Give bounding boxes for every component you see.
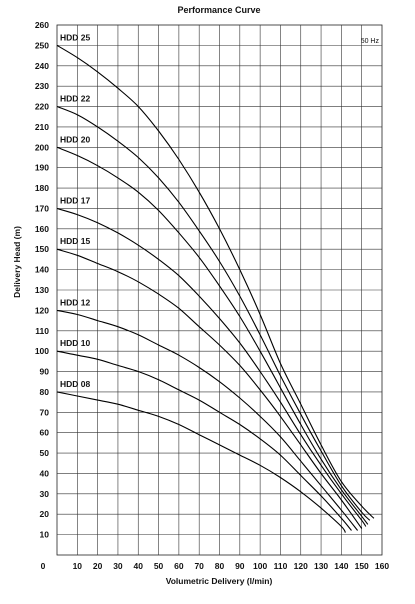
x-tick-label: 160 <box>375 561 389 571</box>
y-tick-label: 210 <box>35 122 49 132</box>
y-tick-label: 10 <box>40 530 50 540</box>
y-tick-label: 20 <box>40 509 50 519</box>
curve-hdd-17 <box>56 207 367 527</box>
curve-label: HDD 12 <box>60 297 91 307</box>
curve-label: HDD 08 <box>60 379 91 389</box>
y-tick-label: 250 <box>35 40 49 50</box>
x-tick-label: 140 <box>334 561 348 571</box>
x-tick-label: 100 <box>253 561 267 571</box>
curve-labels: HDD 25 HDD 22 HDD 20 HDD 17 HDD 15 HDD 12 HDD … <box>60 32 91 389</box>
y-tick-label: 220 <box>35 102 49 112</box>
y-tick-label: 200 <box>35 142 49 152</box>
x-origin-label: 0 <box>41 561 46 571</box>
curve-hdd-12 <box>56 309 359 531</box>
x-tick-label: 110 <box>274 561 288 571</box>
x-tick-label: 120 <box>294 561 308 571</box>
y-tick-label: 240 <box>35 61 49 71</box>
y-tick-label: 170 <box>35 203 49 213</box>
y-tick-label: 180 <box>35 183 49 193</box>
y-tick-label: 160 <box>35 224 49 234</box>
y-tick-label: 260 <box>35 20 49 30</box>
y-tick-label: 40 <box>40 468 50 478</box>
y-axis-title: Delivery Head (m) <box>12 226 22 298</box>
y-tick-label: 70 <box>40 407 50 417</box>
x-tick-label: 40 <box>134 561 144 571</box>
grid-lines <box>57 25 382 555</box>
x-tick-label: 150 <box>355 561 369 571</box>
y-tick-label: 80 <box>40 387 50 397</box>
y-tick-label: 100 <box>35 346 49 356</box>
chart-title: Performance Curve <box>177 5 260 15</box>
y-tick-label: 140 <box>35 265 49 275</box>
curve-hdd-10 <box>56 350 352 531</box>
x-axis-title: Volumetric Delivery (l/min) <box>166 576 273 586</box>
y-tick-label: 120 <box>35 305 49 315</box>
y-tick-label: 150 <box>35 244 49 254</box>
y-tick-label: 60 <box>40 428 50 438</box>
curve-label: HDD 22 <box>60 94 91 104</box>
x-tick-label: 50 <box>154 561 164 571</box>
y-tick-label: 90 <box>40 367 50 377</box>
y-tick-label: 230 <box>35 81 49 91</box>
curve-label: HDD 15 <box>60 236 91 246</box>
curve-label: HDD 20 <box>60 134 91 144</box>
x-tick-label: 30 <box>113 561 123 571</box>
curve-hdd-15 <box>56 248 363 529</box>
x-tick-label: 90 <box>235 561 245 571</box>
curve-hdd-22 <box>56 105 371 521</box>
curve-hdd-25 <box>56 44 375 519</box>
x-tick-label: 20 <box>93 561 103 571</box>
y-tick-label: 190 <box>35 163 49 173</box>
y-tick-label: 130 <box>35 285 49 295</box>
x-tick-label: 10 <box>73 561 83 571</box>
x-tick-label: 60 <box>174 561 184 571</box>
x-tick-labels: 10 20 30 40 50 60 70 80 90 100 110 120 130 140 150 160 0 <box>41 561 390 571</box>
x-tick-label: 80 <box>215 561 225 571</box>
y-tick-labels: 10 20 30 40 50 60 70 80 90 100 110 120 130 140 150 160 1… <box>35 20 49 540</box>
curve-label: HDD 10 <box>60 338 91 348</box>
frequency-annotation: 50 Hz <box>361 38 380 45</box>
curve-hdd-20 <box>56 146 369 525</box>
performance-curves <box>56 44 375 533</box>
curve-label: HDD 17 <box>60 195 91 205</box>
curve-label: HDD 25 <box>60 32 91 42</box>
curve-hdd-08 <box>56 391 346 533</box>
y-tick-label: 50 <box>40 448 50 458</box>
x-tick-label: 70 <box>194 561 204 571</box>
x-tick-label: 130 <box>314 561 328 571</box>
y-tick-label: 30 <box>40 489 50 499</box>
y-tick-label: 110 <box>35 326 49 336</box>
